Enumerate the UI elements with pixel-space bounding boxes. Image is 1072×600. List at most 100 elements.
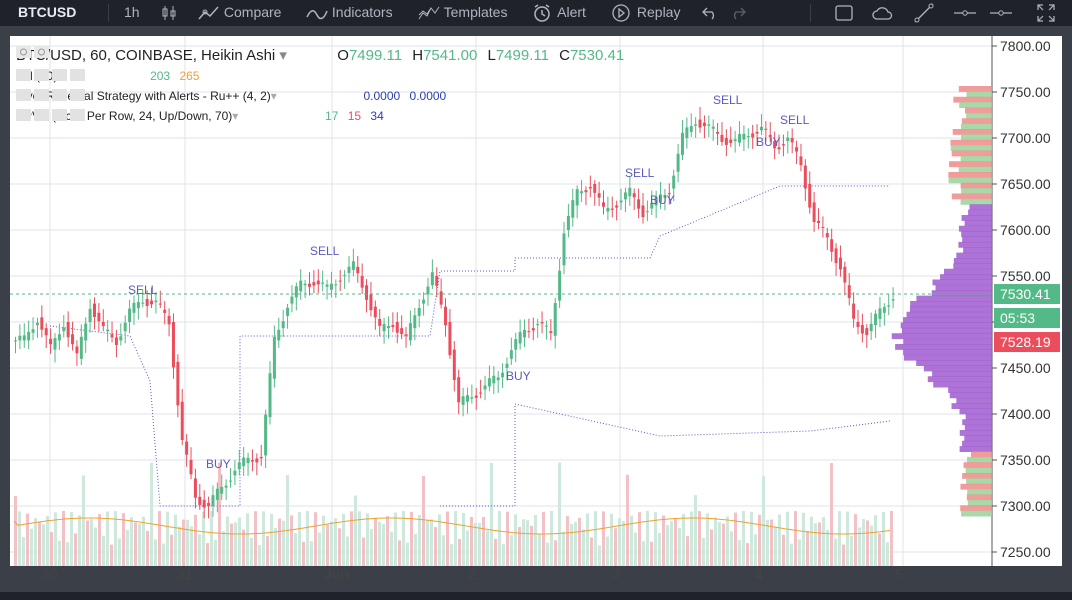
vpvr-legend-buttons[interactable]	[246, 111, 318, 123]
candle-body	[448, 322, 451, 355]
volume-profile-bar	[949, 177, 992, 183]
volume-bar	[290, 515, 293, 566]
candle-body	[479, 393, 482, 394]
volume-profile-bar	[901, 323, 992, 329]
volume-bar	[258, 545, 261, 566]
indicators-button[interactable]: Indicators	[306, 0, 393, 26]
volume-bar	[670, 521, 673, 566]
volume-bar	[414, 534, 417, 566]
volume-bar	[786, 512, 789, 566]
volume-profile-bar	[959, 102, 992, 108]
volume-bar	[778, 515, 781, 566]
alert-button[interactable]: Alert	[532, 0, 586, 26]
horizontal-line-button[interactable]	[953, 0, 977, 26]
candle-body	[53, 338, 56, 349]
volume-bar	[58, 541, 61, 566]
volume-profile-bar	[903, 339, 992, 345]
pivot-legend-buttons[interactable]	[284, 91, 356, 103]
candle-body	[817, 221, 820, 223]
candle-body	[501, 373, 504, 377]
candle-body	[440, 291, 443, 304]
candle-body	[58, 334, 61, 340]
volume-bar	[526, 520, 529, 566]
candle-body	[198, 497, 201, 505]
candle-body	[707, 124, 710, 125]
volume-legend-buttons[interactable]	[71, 71, 143, 83]
candle-body	[352, 261, 355, 270]
volume-bar	[18, 511, 21, 566]
volume-bar	[706, 513, 709, 566]
volume-profile-bar	[962, 473, 992, 479]
interval-button[interactable]: 1h	[124, 0, 140, 26]
volume-bar	[110, 545, 113, 566]
candle-body	[874, 314, 877, 325]
volume-bar	[286, 475, 289, 566]
last-price-label: 7530.41	[1000, 286, 1051, 302]
candle-body	[176, 362, 179, 405]
volume-bar	[154, 539, 157, 566]
volume-profile-bar	[960, 430, 992, 436]
candle-body	[563, 233, 566, 265]
candle-body	[593, 184, 596, 193]
price-tick-label: 7350.00	[1000, 452, 1051, 468]
expand-button[interactable]	[1037, 0, 1055, 26]
candle-body	[628, 188, 631, 196]
candle-body	[32, 329, 35, 332]
volume-bar	[442, 535, 445, 566]
bar-style-button[interactable]	[161, 0, 177, 26]
volume-bar	[38, 522, 41, 566]
fullscreen-select-button[interactable]	[835, 0, 853, 26]
volume-bar	[130, 517, 133, 566]
volume-bar	[674, 519, 677, 566]
chart-pane[interactable]: 7800.00 7750.00 7700.00 7650.00 7600.00 7550.…	[10, 36, 1062, 566]
compare-label: Compare	[224, 4, 282, 20]
candle-body	[865, 328, 868, 335]
candle-body	[14, 340, 17, 341]
horizontal-ray-button[interactable]	[989, 0, 1013, 26]
candle-body	[843, 267, 846, 283]
candle-body	[694, 124, 697, 125]
replay-label: Replay	[637, 4, 681, 20]
volume-profile-bar	[948, 172, 992, 178]
volume-bar	[126, 530, 129, 566]
candle-body	[453, 350, 456, 380]
volume-bar	[550, 511, 553, 566]
volume-bar	[666, 525, 669, 566]
volume-bar	[418, 515, 421, 566]
replay-button[interactable]: Replay	[611, 0, 680, 26]
square-icon	[835, 5, 853, 21]
volume-bar	[250, 538, 253, 566]
volume-profile-bar	[962, 419, 992, 425]
volume-profile-bar	[940, 274, 992, 280]
time-tick-label: 5	[895, 566, 903, 582]
candle-body	[128, 309, 131, 322]
volume-bar	[730, 531, 733, 566]
volume-bar	[806, 531, 809, 566]
candle-body	[106, 330, 109, 332]
volume-bar	[862, 519, 865, 566]
volume-bar	[82, 476, 85, 566]
cloud-save-button[interactable]	[871, 0, 893, 26]
candle-body	[378, 319, 381, 326]
volume-profile-bar	[962, 237, 992, 243]
alert-label: Alert	[557, 4, 586, 20]
volume-bar	[366, 513, 369, 566]
volume-bar	[570, 524, 573, 566]
symbol-search[interactable]: BTCUSD	[18, 0, 76, 26]
candle-body	[720, 135, 723, 142]
candle-body	[282, 321, 285, 328]
volume-profile-bar	[962, 215, 992, 221]
volume-bar	[86, 521, 89, 566]
templates-button[interactable]: Templates	[418, 0, 507, 26]
volume-bar	[26, 514, 29, 566]
volume-profile-bar	[928, 376, 992, 382]
candle-body	[756, 132, 759, 134]
candle-body	[321, 282, 324, 283]
compare-button[interactable]: Compare	[198, 0, 281, 26]
redo-button[interactable]	[730, 0, 746, 26]
legend-buttons[interactable]	[295, 50, 329, 62]
undo-button[interactable]	[702, 0, 718, 26]
volume-bar	[850, 536, 853, 566]
volume-profile-bar	[967, 91, 992, 97]
trend-line-button[interactable]	[913, 0, 935, 26]
